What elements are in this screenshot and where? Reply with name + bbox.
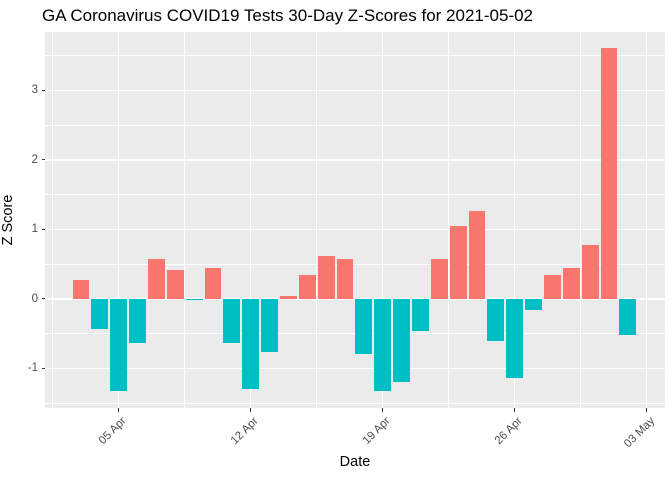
x-tick-label: 12 Apr [229, 415, 262, 447]
y-tick-mark [41, 89, 45, 91]
grid-minor-h [45, 55, 665, 57]
grid-major-v [646, 32, 648, 408]
bar-2021-04-14 [279, 296, 297, 299]
grid-minor-h [45, 402, 665, 404]
grid-minor-v [316, 32, 318, 408]
bar-2021-04-05 [110, 298, 128, 391]
bar-2021-04-28 [543, 274, 561, 299]
grid-major-v [382, 32, 384, 408]
bar-2021-04-24 [468, 211, 486, 299]
y-tick-label: 3 [31, 84, 38, 97]
grid-major-h [45, 298, 665, 300]
bar-2021-04-10 [204, 267, 222, 299]
bar-2021-04-17 [336, 258, 354, 299]
grid-minor-v [448, 32, 450, 408]
grid-major-h [45, 367, 665, 370]
bar-2021-04-27 [525, 298, 543, 310]
y-tick-label: 0 [31, 292, 38, 305]
x-tick-mark [382, 408, 384, 412]
bar-2021-04-29 [562, 267, 580, 299]
bar-2021-04-09 [185, 298, 203, 301]
grid-minor-h [45, 194, 665, 196]
bar-2021-04-22 [430, 259, 448, 299]
bar-2021-04-19 [374, 298, 392, 391]
grid-minor-v [580, 32, 582, 408]
grid-minor-v [52, 32, 54, 408]
bar-2021-04-26 [506, 298, 524, 379]
grid-minor-h [45, 124, 665, 126]
x-tick-mark [250, 408, 252, 412]
grid-major-h [45, 89, 665, 92]
grid-major-v [250, 32, 252, 408]
bar-2021-04-03 [72, 280, 90, 299]
y-tick-label: 2 [31, 153, 38, 166]
bar-2021-04-16 [317, 256, 335, 299]
y-tick-mark [41, 367, 45, 369]
y-tick-mark [41, 159, 45, 161]
x-tick-mark [646, 408, 648, 412]
bar-2021-04-11 [223, 298, 241, 343]
bar-2021-04-12 [242, 298, 260, 390]
y-tick-mark [41, 298, 45, 300]
x-tick-label: 19 Apr [361, 415, 394, 447]
bar-2021-04-20 [393, 298, 411, 382]
bar-2021-04-06 [129, 298, 147, 344]
grid-minor-v [184, 32, 186, 408]
grid-minor-h [45, 333, 665, 335]
x-tick-label: 03 May [622, 415, 658, 451]
bar-2021-04-13 [261, 298, 279, 353]
y-tick-mark [41, 228, 45, 230]
bar-2021-04-15 [298, 274, 316, 299]
grid-major-v [514, 32, 516, 408]
y-axis-title: Z Score [0, 194, 16, 246]
grid-major-v [118, 32, 120, 408]
x-tick-label: 05 Apr [97, 415, 130, 447]
y-tick-label: -1 [27, 362, 38, 375]
grid-major-h [45, 159, 665, 161]
bar-2021-04-25 [487, 298, 505, 341]
bar-2021-04-23 [449, 225, 467, 299]
chart-title: GA Coronavirus COVID19 Tests 30-Day Z-Sc… [42, 6, 534, 25]
bar-2021-05-01 [600, 47, 618, 299]
bar-2021-04-08 [166, 270, 184, 299]
bar-2021-04-18 [355, 298, 373, 355]
bar-2021-04-04 [91, 298, 109, 329]
grid-major-h [45, 228, 665, 231]
x-tick-label: 26 Apr [493, 415, 526, 447]
bar-2021-04-21 [411, 298, 429, 331]
y-tick-label: 1 [31, 223, 38, 236]
x-axis-title: Date [339, 454, 371, 470]
bar-2021-05-02 [619, 298, 637, 335]
x-tick-mark [514, 408, 516, 412]
grid-minor-h [45, 263, 665, 265]
bar-2021-04-07 [147, 258, 165, 299]
plot-panel [45, 32, 665, 408]
bar-2021-04-30 [581, 245, 599, 299]
x-tick-mark [118, 408, 120, 412]
